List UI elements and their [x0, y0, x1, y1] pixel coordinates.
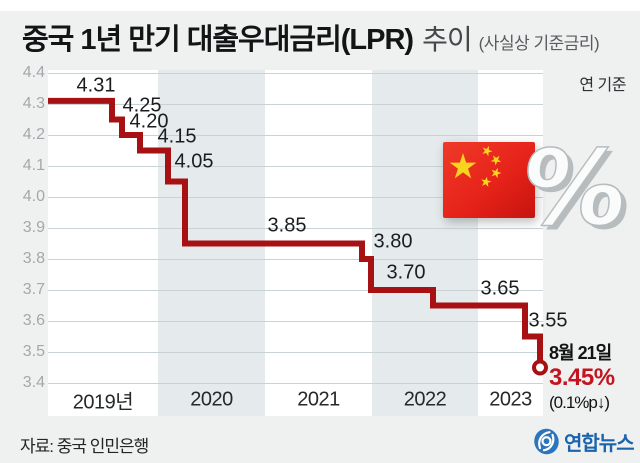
percent-3d-icon: % % — [506, 127, 640, 253]
year-label: 2021 — [297, 388, 340, 411]
year-label: 2020 — [190, 388, 233, 411]
gridline — [48, 73, 543, 74]
year-band — [265, 70, 372, 416]
data-label: 3.85 — [267, 214, 307, 237]
year-label: 2023 — [489, 388, 532, 411]
year-label: 2019년 — [72, 391, 134, 414]
data-label: 3.65 — [480, 277, 520, 300]
flag-small-star — [490, 155, 502, 166]
percent-face-layer: % — [516, 128, 633, 248]
data-label: 3.70 — [386, 261, 426, 284]
y-axis-label: 4.0 — [22, 188, 45, 205]
page-title: 중국 1년 만기 대출우대금리(LPR) 추이 (사실상 기준금리) — [22, 16, 600, 58]
gridline — [48, 321, 543, 322]
data-label: 4.25 — [122, 94, 162, 117]
annotation-value: 3.45% — [549, 364, 615, 391]
y-axis-label: 4.4 — [22, 64, 45, 81]
top-strip — [0, 0, 640, 11]
title-main: 중국 1년 만기 대출우대금리(LPR) — [22, 24, 414, 56]
percent-svg: % % — [515, 127, 638, 253]
unit-label: 연 기준 — [579, 77, 626, 94]
flag-small-star — [482, 145, 493, 157]
data-label: 4.05 — [174, 150, 214, 173]
data-label: 4.15 — [157, 125, 197, 148]
gridline — [48, 383, 543, 384]
source-credit: 자료: 중국 인민은행 — [20, 437, 149, 456]
year-band — [158, 70, 265, 416]
data-label: 4.20 — [129, 110, 169, 133]
flag-small-star — [491, 167, 502, 179]
y-axis-label: 3.7 — [22, 281, 45, 298]
y-axis-label: 3.5 — [22, 343, 45, 360]
yonhap-logo-text: 연합뉴스 — [564, 433, 635, 455]
y-axis-label: 4.2 — [22, 126, 45, 143]
annotation-date: 8월 21일 — [549, 343, 612, 363]
gridline — [48, 352, 543, 353]
y-axis-label: 4.3 — [22, 95, 45, 112]
data-label: 3.80 — [373, 230, 413, 253]
flag-small-star — [481, 176, 492, 187]
gridline — [48, 135, 543, 136]
china-flag-svg — [443, 142, 535, 218]
flag-field — [443, 142, 535, 218]
data-label: 4.31 — [76, 74, 116, 97]
title-note: (사실상 기준금리) — [478, 34, 600, 53]
latest-value-annotation: 8월 21일 3.45% (0.1%p↓) — [549, 344, 615, 411]
percent-back-layer: % — [521, 131, 638, 248]
flag-stars — [449, 145, 502, 187]
title-light: 추이 — [422, 24, 473, 55]
china-flag-icon — [443, 142, 535, 223]
annotation-change: (0.1%p↓) — [549, 393, 610, 412]
y-axis-label: 3.9 — [22, 219, 45, 236]
gridline — [48, 290, 543, 291]
y-axis-label: 3.4 — [22, 374, 45, 391]
gridline — [48, 259, 543, 260]
y-axis-label: 3.8 — [22, 250, 45, 267]
flag-big-star — [449, 153, 477, 179]
yonhap-globe-icon — [534, 428, 559, 455]
y-axis-label: 3.6 — [22, 312, 45, 329]
data-label: 3.55 — [528, 309, 568, 332]
y-axis-label: 4.1 — [22, 157, 45, 174]
yonhap-logo: 연합뉴스 — [533, 427, 635, 456]
year-label: 2022 — [403, 388, 447, 411]
